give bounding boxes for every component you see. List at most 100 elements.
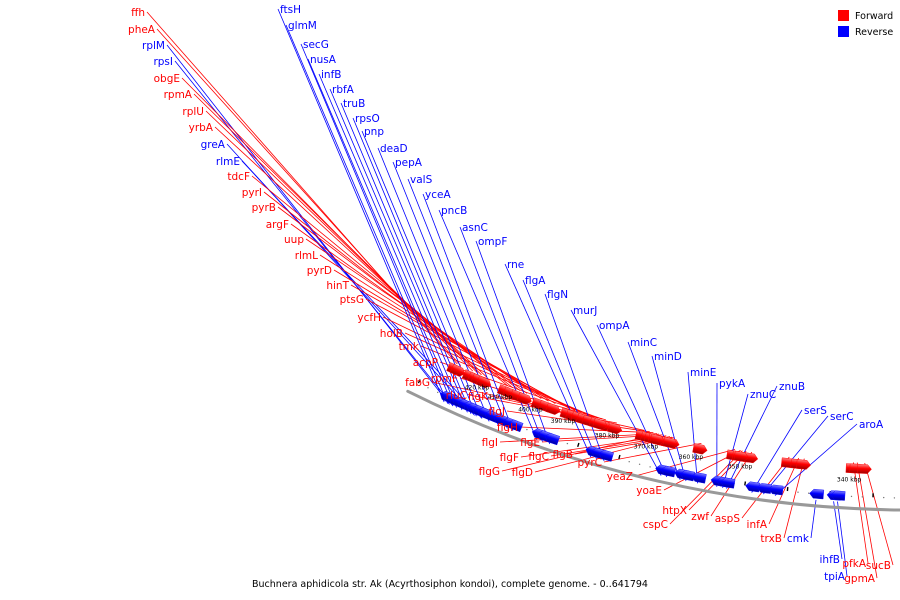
gene-label-rbfA: rbfA bbox=[332, 84, 355, 96]
gene-arrow-cspC bbox=[733, 450, 749, 462]
gene-arrow-body bbox=[680, 469, 696, 482]
gene-label-flgK: flgK bbox=[468, 391, 489, 403]
minor-tick bbox=[649, 466, 651, 468]
gene-arrow-body bbox=[598, 449, 614, 462]
gene-label-infA: infA bbox=[747, 519, 768, 531]
leader-line-pyrD bbox=[333, 269, 556, 405]
major-tick bbox=[417, 379, 421, 384]
gene-arrow-body bbox=[592, 418, 608, 430]
gene-label-pyrB: pyrB bbox=[252, 202, 276, 214]
gene-labels: ffh pheA rplM rpsI obgE rpmA rplU yrbA greA rlmE t… bbox=[128, 4, 891, 585]
gene-label-obgE: obgE bbox=[154, 73, 180, 85]
leader-line-infB bbox=[318, 73, 463, 411]
gene-arrow-pyrC bbox=[692, 443, 708, 455]
gene-arrow-body bbox=[606, 422, 623, 435]
gene-arrow-body bbox=[661, 465, 677, 478]
leader-line-asnC bbox=[459, 226, 543, 442]
leader-line-minC bbox=[627, 341, 681, 480]
gene-label-rpmF: rpmF bbox=[431, 373, 458, 385]
gene-label-ftsH: ftsH bbox=[280, 4, 301, 16]
gene-label-pyrI: pyrI bbox=[242, 187, 262, 199]
gene-label-hinT: hinT bbox=[326, 280, 349, 292]
gene-arrow-body bbox=[809, 488, 825, 500]
gene-label-flgJ: flgJ bbox=[489, 406, 505, 418]
gene-label-acpP: acpP bbox=[413, 357, 438, 369]
gene-arrow-body bbox=[720, 477, 736, 489]
gene-label-glmM: glmM bbox=[288, 20, 317, 32]
minor-tick bbox=[850, 495, 853, 498]
kbp-label: 350 kbp bbox=[728, 464, 753, 471]
gene-label-fabG: fabG bbox=[405, 377, 430, 389]
gene-label-rpsO: rpsO bbox=[355, 113, 380, 125]
gene-label-yrbA: yrbA bbox=[189, 122, 214, 134]
gene-label-ptsG: ptsG bbox=[340, 294, 364, 306]
gene-label-htpX: htpX bbox=[662, 505, 687, 517]
gene-arrow-pyrD bbox=[545, 402, 561, 415]
leader-line-glmM bbox=[285, 24, 449, 404]
gene-label-uup: uup bbox=[284, 234, 304, 246]
gene-arrow-body bbox=[796, 459, 811, 470]
gene-label-serS: serS bbox=[804, 405, 827, 417]
gene-label-infB: infB bbox=[321, 69, 341, 81]
gene-arrow-flgG bbox=[649, 433, 665, 446]
leader-line-rplU bbox=[205, 110, 482, 376]
gene-label-nusA: nusA bbox=[310, 54, 337, 66]
leader-line-serC bbox=[762, 415, 829, 495]
leader-line-rne bbox=[504, 263, 592, 458]
gene-label-flgH: flgH bbox=[497, 422, 518, 434]
gene-label-rlmE: rlmE bbox=[216, 156, 240, 168]
gene-arrow-yrbA bbox=[475, 375, 492, 389]
gene-label-cspC: cspC bbox=[643, 519, 668, 531]
kbp-label: 420 kbp bbox=[465, 384, 490, 391]
kbp-label: 340 kbp bbox=[837, 476, 862, 483]
gene-arrow-body bbox=[857, 463, 872, 474]
gene-arrow-pheA bbox=[449, 363, 465, 377]
gene-label-flgN: flgN bbox=[547, 289, 568, 301]
gene-arrow-flgD bbox=[662, 436, 678, 449]
gene-label-znuB: znuB bbox=[779, 381, 805, 393]
leader-line-ptsG bbox=[365, 298, 576, 411]
leader-line-cspC bbox=[669, 450, 743, 525]
leader-line-ftsH bbox=[277, 8, 445, 403]
leader-line-rbfA bbox=[329, 88, 468, 413]
gene-arrow-minD bbox=[680, 469, 696, 482]
gene-label-murJ: murJ bbox=[573, 305, 597, 317]
gene-label-asnC: asnC bbox=[462, 222, 488, 234]
leader-line-pfkA bbox=[853, 462, 869, 564]
leader-line-ompA bbox=[596, 324, 668, 478]
gene-arrow-body bbox=[662, 436, 678, 449]
gene-arrow-fabG bbox=[592, 418, 608, 430]
leader-line-znuC bbox=[722, 393, 749, 489]
gene-label-tmk: tmk bbox=[399, 341, 420, 353]
minor-tick bbox=[861, 496, 863, 498]
leader-line-yrbA bbox=[214, 126, 487, 378]
leader-line-uup bbox=[305, 238, 542, 399]
gene-label-flgI: flgI bbox=[482, 437, 498, 449]
leader-line-sucB bbox=[864, 462, 894, 566]
gene-arrow-argF bbox=[516, 392, 532, 405]
gene-label-ihfB: ihfB bbox=[820, 554, 840, 566]
gene-label-holB: holB bbox=[380, 328, 403, 340]
gene-label-flgA: flgA bbox=[525, 275, 546, 287]
kbp-label: 380 kbp bbox=[595, 432, 620, 439]
gene-label-pfkA: pfkA bbox=[842, 558, 866, 570]
gene-arrow-body bbox=[756, 483, 772, 494]
gene-label-pnp: pnp bbox=[364, 126, 384, 138]
gene-label-aroA: aroA bbox=[859, 419, 884, 431]
gene-label-minC: minC bbox=[630, 337, 657, 349]
leader-line-ffh bbox=[146, 11, 458, 365]
gene-label-zwf: zwf bbox=[691, 511, 709, 523]
gene-label-pncB: pncB bbox=[441, 205, 467, 217]
gene-label-flgB: flgB bbox=[553, 449, 573, 461]
leader-line-serS bbox=[751, 409, 803, 493]
gene-label-pykA: pykA bbox=[719, 378, 746, 390]
gene-label-yeaZ: yeaZ bbox=[607, 471, 633, 483]
kbp-label: 360 kbp bbox=[679, 454, 704, 461]
gene-arrow-minE bbox=[691, 472, 707, 484]
gene-arrow-body bbox=[830, 490, 846, 501]
minor-tick bbox=[427, 387, 429, 389]
gene-label-pheA: pheA bbox=[128, 24, 156, 36]
gene-arrow-body bbox=[449, 363, 465, 377]
figure-caption: Buchnera aphidicola str. Ak (Acyrthosiph… bbox=[252, 579, 648, 590]
